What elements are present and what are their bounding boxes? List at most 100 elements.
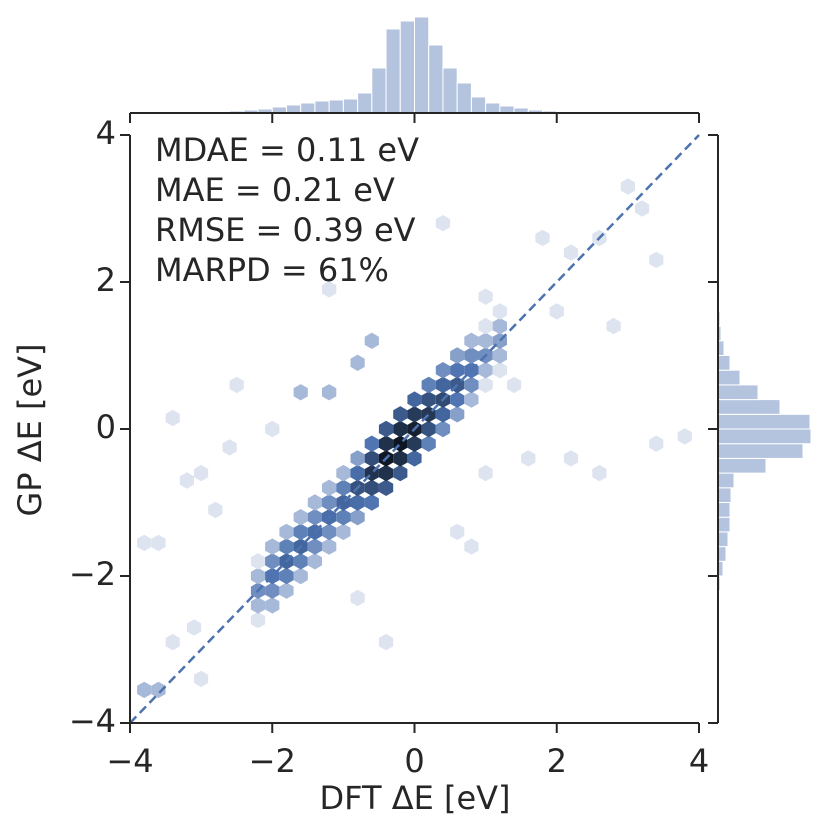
- hexbin-cell: [492, 347, 507, 364]
- y-hist-bar: [717, 428, 812, 445]
- hexbin-cell: [364, 435, 379, 452]
- hexbin-cell: [563, 450, 579, 467]
- x-hist-bar: [399, 20, 415, 114]
- hexbin-cell: [279, 582, 294, 599]
- hexbin-cell: [165, 633, 180, 651]
- hexbin-cell: [137, 681, 152, 699]
- hexbin-cell: [492, 362, 507, 379]
- hexbin-cell: [450, 362, 465, 379]
- hexbin-cell: [222, 439, 237, 456]
- y-hist-bar: [717, 369, 741, 386]
- hexbin-cell: [407, 450, 422, 467]
- y-hist-bar: [717, 487, 732, 503]
- x-hist-bar: [470, 96, 487, 114]
- hexbin-cell: [322, 523, 337, 541]
- hexbin-cell: [478, 317, 493, 335]
- hexbin-cell: [364, 450, 379, 467]
- y-hist-bar: [717, 443, 804, 459]
- hexbin-cell: [293, 384, 308, 401]
- hexbin-cell: [279, 567, 294, 585]
- hexbin-cell: [307, 553, 322, 570]
- x-hist-bar: [385, 28, 401, 114]
- hexbin-cell: [450, 406, 465, 423]
- annotation: MAE = 0.21 eV: [155, 171, 395, 209]
- hexbin-cell: [435, 420, 451, 438]
- hexbin-cell: [350, 450, 365, 467]
- x-hist-bar: [414, 16, 430, 114]
- hexbin-cell: [151, 534, 166, 552]
- hexbin-cell: [336, 479, 351, 496]
- y-tick-label: 2: [96, 261, 116, 299]
- x-tick-label: 4: [689, 742, 709, 780]
- hexbin-cell: [649, 251, 664, 269]
- hexbin-cell: [322, 384, 337, 401]
- y-hist-bar: [717, 472, 735, 489]
- hexbin-cell: [307, 538, 322, 555]
- hexbin-cell: [265, 420, 280, 438]
- x-hist-bar: [314, 100, 330, 114]
- hexbin-cell: [322, 281, 337, 298]
- x-hist-bar: [428, 44, 444, 114]
- hexbin-cell: [179, 472, 194, 489]
- hexbin-cell: [507, 376, 522, 394]
- hexbin-cell: [350, 354, 365, 371]
- hexbin-cell: [279, 538, 294, 555]
- hexbin-cell: [450, 391, 465, 408]
- x-hist-bar: [342, 98, 359, 114]
- hexbin-cell: [464, 391, 479, 408]
- hexbin-cell: [265, 582, 280, 599]
- hexbin-cell: [492, 317, 507, 335]
- hexbin-cell: [563, 244, 579, 261]
- hexbin-cell: [478, 332, 493, 349]
- hexbin-cell: [421, 420, 436, 438]
- y-tick-label: −4: [69, 702, 116, 740]
- hexbin-cell: [478, 376, 493, 394]
- y-hist-bar: [717, 355, 731, 371]
- x-tick-label: 2: [547, 742, 567, 780]
- hexbin-cell: [322, 538, 337, 555]
- annotation: MARPD = 61%: [155, 251, 389, 289]
- hexbin-cell: [250, 611, 266, 629]
- hexbin-cell: [464, 347, 479, 364]
- hexbin-cell: [435, 406, 451, 423]
- hexbin-cell: [378, 435, 394, 452]
- hexbin-cell: [478, 288, 493, 305]
- hexbin-cell: [208, 501, 223, 519]
- hexbin-cell: [649, 435, 664, 452]
- hexbin-cell: [464, 332, 479, 349]
- hexbin-cell: [592, 464, 607, 482]
- x-tick-label: −4: [106, 742, 153, 780]
- hexbin-cell: [393, 406, 408, 423]
- hexbin-cell: [194, 670, 209, 688]
- hexbin-cell: [521, 450, 536, 467]
- hexbin-cell: [407, 391, 422, 408]
- y-hist-bar: [717, 384, 759, 401]
- hexbin-cell: [478, 464, 493, 482]
- hexbin-cell: [606, 317, 621, 335]
- hexbin-cell: [435, 362, 451, 379]
- y-tick-label: 0: [96, 408, 116, 446]
- hexbin-cell: [336, 509, 351, 526]
- y-tick-label: −2: [69, 555, 116, 593]
- annotation: RMSE = 0.39 eV: [155, 211, 416, 249]
- hexbin-cell: [407, 406, 422, 423]
- x-tick-label: 0: [404, 742, 424, 780]
- y-hist-bar: [717, 502, 731, 518]
- x-hist-bar: [456, 82, 472, 114]
- hexbin-cell: [307, 509, 322, 526]
- x-hist-bar: [357, 92, 373, 114]
- hexbin-cell: [421, 391, 436, 408]
- hexbin-cell: [549, 303, 564, 320]
- x-hist-bar: [499, 105, 515, 114]
- x-hist-bar: [300, 102, 316, 114]
- hexbin-cell: [393, 450, 408, 467]
- hexbin-cell: [378, 479, 394, 496]
- hexbin-cell: [322, 494, 337, 511]
- hexbin-cell: [464, 538, 479, 555]
- hexbin-cell: [450, 347, 465, 364]
- hexbin-cell: [293, 523, 308, 541]
- hexbin-cell: [364, 332, 379, 349]
- hexbin-cell: [378, 420, 394, 438]
- y-hist-bar: [717, 399, 781, 415]
